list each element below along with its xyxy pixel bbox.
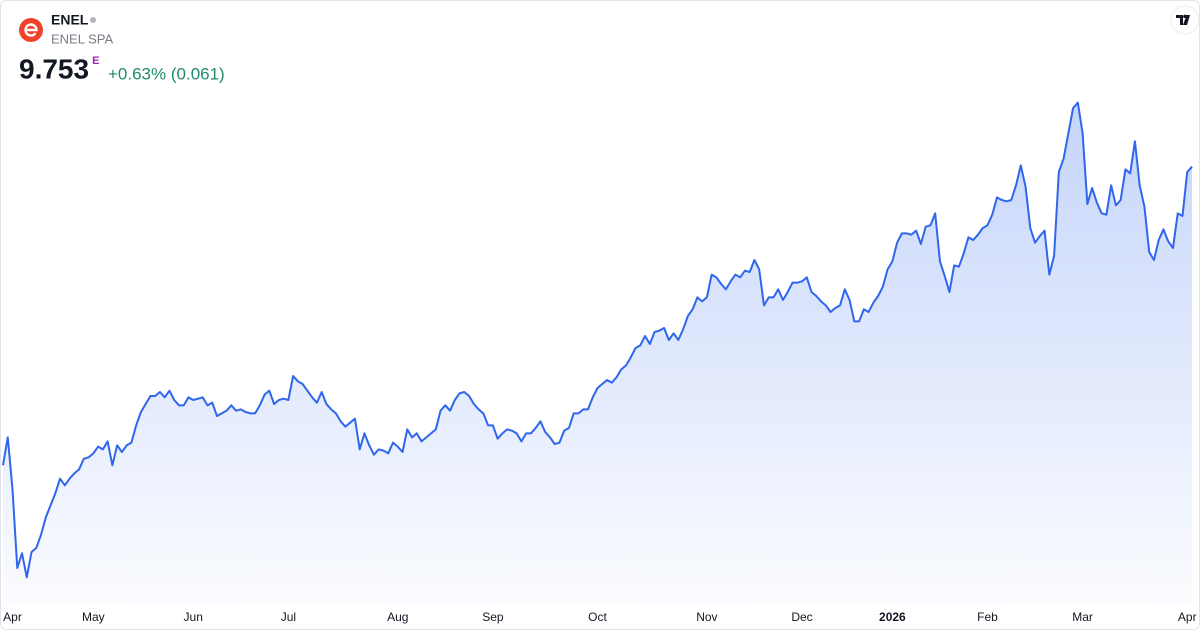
price: 9.753 xyxy=(19,53,89,84)
x-tick-label: May xyxy=(82,610,105,624)
x-tick-label: Mar xyxy=(1072,610,1093,624)
symbol[interactable]: ENEL xyxy=(51,12,89,28)
x-tick-label: Jun xyxy=(184,610,203,624)
price-line xyxy=(2,101,1193,579)
price-change: +0.63% (0.061) xyxy=(108,64,225,83)
x-tick-label: 2026 xyxy=(879,610,906,624)
area-fill xyxy=(3,102,1192,607)
tradingview-logo[interactable] xyxy=(1170,5,1200,35)
x-tick-label: Apr xyxy=(3,610,22,624)
price-flag: E xyxy=(92,55,99,67)
plot-area: Apr May Jun Jul Aug Sep Oct Nov Dec 2026 Feb Mar Apr xyxy=(2,101,1197,624)
x-tick-label: Aug xyxy=(387,610,408,624)
x-tick-label: Sep xyxy=(482,610,504,624)
market-status xyxy=(90,17,96,23)
x-tick-label: Nov xyxy=(696,610,717,624)
company-name: ENEL SPA xyxy=(51,31,113,46)
x-tick-label: Dec xyxy=(791,610,812,624)
x-tick-label: Oct xyxy=(588,610,607,624)
x-tick-label: Apr xyxy=(1178,610,1197,624)
x-tick-label: Jul xyxy=(281,610,296,624)
company-logo xyxy=(19,18,43,42)
x-tick-label: Feb xyxy=(977,610,998,624)
